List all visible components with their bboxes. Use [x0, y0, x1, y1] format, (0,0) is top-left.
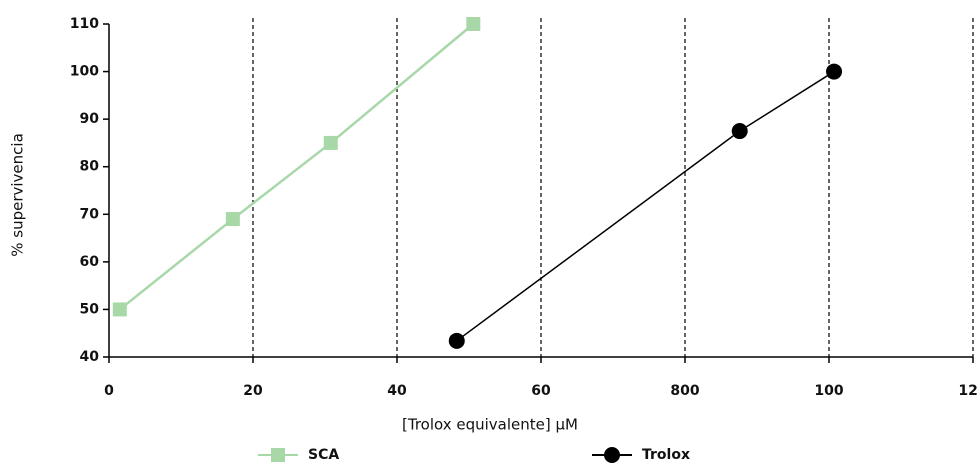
y-tick-label: 110: [70, 16, 99, 32]
x-tick-label: 20: [243, 383, 263, 399]
x-tick-label: 40: [387, 383, 407, 399]
y-tick-label: 70: [80, 206, 100, 222]
y-axis-title: % supervivencia: [9, 133, 27, 257]
y-tick-label: 60: [80, 254, 100, 270]
x-tick-label: 0: [104, 383, 114, 399]
legend-label: Trolox: [642, 447, 690, 463]
legend-marker: [271, 448, 285, 462]
data-point: [448, 332, 465, 349]
data-point: [112, 302, 127, 317]
data-point: [323, 135, 338, 150]
series-line: [119, 23, 475, 311]
x-tick-label: 800: [670, 383, 699, 399]
series-line: [456, 70, 835, 342]
legend-marker: [604, 447, 620, 463]
x-tick-label: 120: [958, 383, 978, 399]
data-point: [826, 63, 843, 80]
y-tick-label: 40: [80, 349, 100, 365]
y-tick-label: 50: [80, 301, 100, 317]
x-tick-label: 100: [814, 383, 843, 399]
x-axis-title: [Trolox equivalente] µM: [402, 416, 578, 434]
data-point: [731, 123, 748, 140]
x-tick-label: 60: [531, 383, 551, 399]
legend-label: SCA: [308, 447, 339, 463]
data-point: [466, 17, 481, 31]
y-tick-label: 90: [80, 111, 100, 127]
y-tick-label: 100: [70, 64, 99, 80]
data-point: [225, 212, 240, 227]
y-tick-label: 80: [80, 159, 100, 175]
